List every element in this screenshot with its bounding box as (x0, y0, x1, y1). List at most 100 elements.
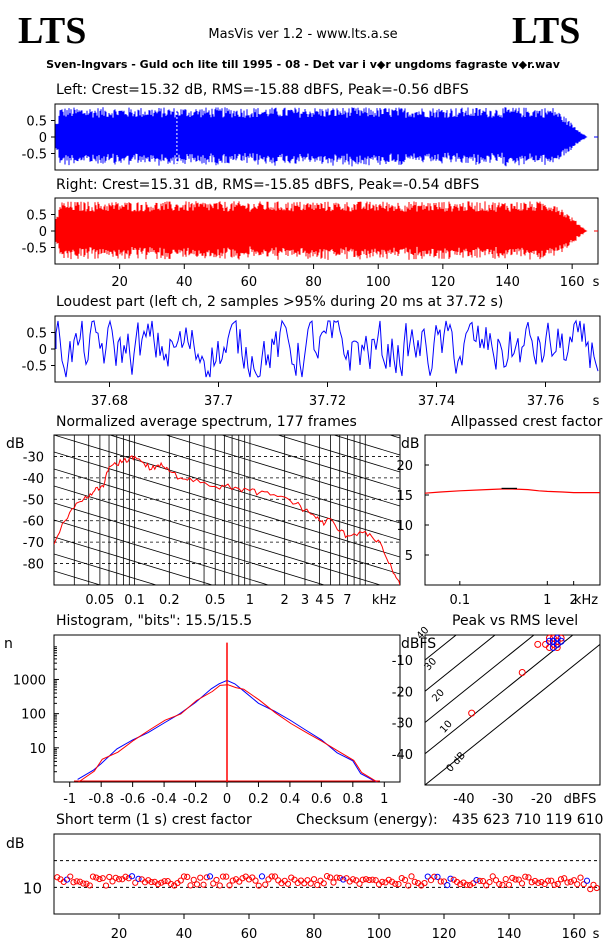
shortterm-point (291, 876, 298, 883)
shortterm-ytick-label: 10 (23, 879, 42, 897)
shortterm-point (466, 882, 474, 889)
spectrum-ylabel: dB (6, 436, 25, 452)
shortterm-point (54, 874, 61, 881)
shortterm-xtick-label: 40 (176, 927, 193, 942)
spectrum-x-unit: kHz (372, 593, 396, 608)
spectrum-slope-line (108, 435, 400, 524)
spectrum-xtick-label: 0.1 (124, 593, 145, 608)
histogram-xtick-label: -0.4 (151, 792, 176, 807)
spectrum-slope-line (54, 468, 400, 575)
shortterm-point (83, 880, 90, 887)
right-xtick-label: 20 (111, 275, 128, 290)
peakrms-point-right (557, 634, 565, 642)
spectrum-xtick-label: 1 (246, 593, 254, 608)
peakrms-crest-label: 10 (438, 719, 455, 736)
peakrms-point-left (545, 637, 553, 645)
shortterm-point (164, 878, 171, 885)
shortterm-point (340, 876, 347, 883)
left-waveform-ytick-label: -0.5 (22, 148, 47, 163)
crest-xtick-label: 0.1 (449, 593, 470, 608)
shortterm-point (258, 873, 266, 880)
peakrms-xlabel: dBFS (564, 792, 597, 807)
histogram-xtick-label: 0.6 (311, 792, 332, 807)
spectrum-slope-line (54, 519, 270, 585)
shortterm-point (496, 880, 503, 888)
shortterm-point (554, 880, 561, 888)
shortterm-ylabel: dB (6, 836, 25, 852)
histogram-right-curve (78, 684, 378, 783)
shortterm-point (538, 878, 545, 886)
shortterm-point (304, 877, 311, 884)
shortterm-point (323, 873, 331, 880)
shortterm-point (583, 877, 591, 884)
shortterm-point (535, 879, 542, 886)
spectrum-slope-line (54, 553, 158, 585)
histogram-xtick-label: -0.6 (120, 792, 145, 807)
shortterm-point (463, 881, 470, 888)
shortterm-point (89, 873, 97, 880)
shortterm-point (577, 874, 584, 881)
shortterm-point (544, 877, 552, 884)
shortterm-point (476, 877, 483, 884)
right-xtick-label: 60 (241, 275, 258, 290)
peakrms-xtick-label: -40 (453, 792, 474, 807)
spectrum-xtick-label: 5 (326, 593, 334, 608)
shortterm-point (580, 881, 587, 888)
histogram-xtick-label: 0.4 (280, 792, 301, 807)
spectrum-ytick-label: -80 (23, 558, 44, 573)
shortterm-point (112, 874, 119, 881)
shortterm-point (158, 879, 165, 886)
spectrum-slope-line (276, 435, 400, 473)
shortterm-point (392, 880, 399, 887)
left-waveform-ytick-label: 0.5 (26, 115, 47, 130)
shortterm-point (301, 880, 308, 887)
shortterm-point (161, 878, 168, 885)
shortterm-point (197, 874, 204, 881)
logo-left: LTS (18, 10, 87, 52)
histogram-xtick-label: -0.2 (183, 792, 208, 807)
peakrms-point-right (534, 640, 542, 648)
peakrms-point-right (468, 709, 476, 717)
shortterm-point (574, 881, 581, 888)
shortterm-point (73, 878, 80, 885)
shortterm-point (122, 873, 129, 880)
shortterm-point (138, 876, 145, 883)
peakrms-ytick-label: -30 (392, 717, 413, 732)
shortterm-point (548, 877, 555, 884)
spectrum-xtick-label: 4 (315, 593, 323, 608)
spectrum-xtick-label: 3 (301, 593, 309, 608)
shortterm-point (327, 874, 334, 881)
crest-frame (424, 434, 601, 586)
shortterm-point (531, 877, 539, 885)
right-waveform-ytick-label: 0 (39, 225, 47, 240)
spectrum-xtick-label: 2 (281, 593, 289, 608)
peak-rms-title: Peak vs RMS level (452, 613, 579, 629)
right-waveform-ytick-label: 0.5 (26, 209, 47, 224)
right-xtick-label: 100 (366, 275, 391, 290)
right-xtick-label: 140 (495, 275, 520, 290)
shortterm-point (106, 873, 113, 881)
shortterm-point (349, 876, 357, 883)
shortterm-point (141, 879, 149, 886)
histogram-xtick-label: 0 (223, 792, 231, 807)
shortterm-xtick-label: 80 (306, 927, 323, 942)
loudest-ytick-label: 0.5 (26, 327, 47, 342)
peakrms-point-right (553, 644, 561, 651)
shortterm-point (271, 873, 279, 880)
spectrum-xtick-label: 0.05 (85, 593, 114, 608)
shortterm-point (229, 877, 236, 884)
shortterm-point (541, 880, 548, 888)
shortterm-point (499, 881, 506, 888)
crest-ytick-label: 15 (396, 489, 413, 504)
shortterm-point (401, 876, 409, 884)
peakrms-ylabel: dBFS (401, 636, 436, 652)
loudest-x-unit: s (593, 394, 600, 409)
shortterm-point (492, 877, 500, 884)
shortterm-point (200, 881, 207, 888)
loudest-xtick-label: 37.72 (309, 394, 346, 409)
shortterm-point (148, 878, 155, 886)
shortterm-point (135, 875, 142, 882)
right-x-unit: s (593, 275, 600, 290)
histogram-xtick-label: -1 (63, 792, 76, 807)
